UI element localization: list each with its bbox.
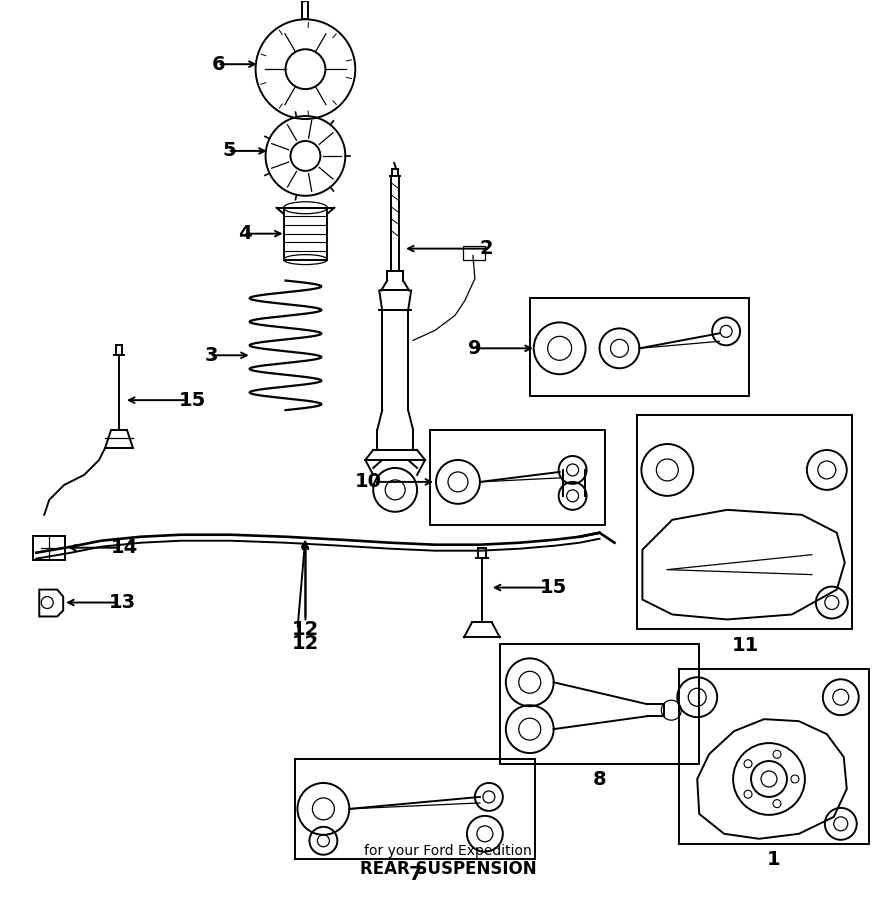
- Text: 12: 12: [292, 634, 319, 653]
- Bar: [500, 644, 699, 764]
- Text: 6: 6: [212, 55, 226, 74]
- Text: 8: 8: [593, 770, 607, 789]
- Bar: [463, 246, 485, 259]
- Text: 5: 5: [222, 141, 236, 160]
- Text: 3: 3: [204, 346, 218, 365]
- Text: 14: 14: [111, 538, 138, 557]
- Text: 12: 12: [292, 620, 319, 639]
- Bar: [430, 430, 605, 525]
- Text: for your Ford Expedition: for your Ford Expedition: [364, 844, 532, 858]
- Text: REAR SUSPENSION: REAR SUSPENSION: [359, 860, 537, 878]
- Text: 4: 4: [238, 224, 252, 243]
- Text: 1: 1: [767, 850, 780, 869]
- Bar: [530, 299, 749, 396]
- Text: 15: 15: [179, 391, 206, 410]
- Bar: [283, 208, 327, 259]
- Bar: [296, 759, 535, 859]
- Text: 11: 11: [731, 636, 759, 655]
- Text: 13: 13: [109, 593, 136, 612]
- Text: 9: 9: [469, 338, 482, 358]
- Bar: [679, 670, 869, 844]
- Text: 10: 10: [355, 472, 383, 491]
- Bar: [33, 536, 65, 560]
- Text: 2: 2: [480, 239, 494, 258]
- Bar: [637, 415, 852, 629]
- Text: 7: 7: [409, 865, 422, 884]
- Text: 15: 15: [539, 578, 567, 597]
